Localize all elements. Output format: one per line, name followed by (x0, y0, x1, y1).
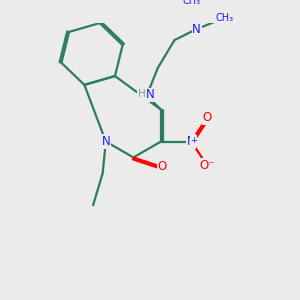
Text: O: O (202, 111, 212, 124)
Text: H: H (138, 89, 146, 99)
Text: +: + (190, 136, 197, 145)
Text: O: O (158, 160, 167, 173)
Text: CH₃: CH₃ (215, 13, 233, 23)
Text: O⁻: O⁻ (200, 159, 215, 172)
Text: CH₃: CH₃ (182, 0, 200, 6)
Text: N: N (192, 22, 201, 36)
Text: N: N (146, 88, 154, 101)
Text: N: N (187, 135, 196, 148)
Text: N: N (101, 135, 110, 148)
